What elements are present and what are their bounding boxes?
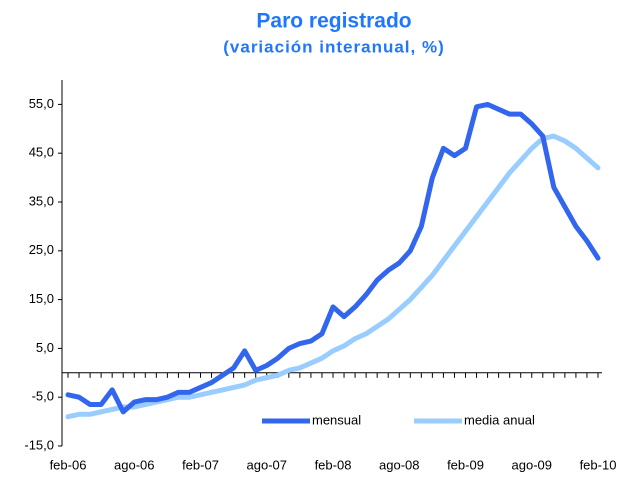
- y-tick-label: 15,0: [29, 291, 54, 306]
- y-tick-label: -5,0: [32, 389, 54, 404]
- x-tick-label: feb-09: [447, 457, 484, 472]
- legend-label: media anual: [464, 412, 535, 427]
- x-tick-label: feb-10: [580, 457, 617, 472]
- y-tick-label: -15,0: [24, 437, 54, 452]
- series-line: [65, 101, 601, 415]
- x-tick-label: feb-06: [50, 457, 87, 472]
- y-tick-label: 5,0: [36, 340, 54, 355]
- x-tick-label: feb-08: [315, 457, 352, 472]
- y-tick-label: 25,0: [29, 242, 54, 257]
- x-tick-label: ago-09: [512, 457, 552, 472]
- x-tick-label: feb-07: [182, 457, 219, 472]
- chart-title: Paro registrado: [256, 10, 411, 33]
- chart-subtitle: (variación interanual, %): [223, 37, 445, 56]
- x-tick-label: ago-06: [114, 457, 154, 472]
- y-tick-label: 55,0: [29, 96, 54, 111]
- x-tick-label: ago-08: [379, 457, 419, 472]
- x-tick-label: ago-07: [247, 457, 287, 472]
- y-tick-label: 45,0: [29, 145, 54, 160]
- y-tick-label: 35,0: [29, 193, 54, 208]
- legend-label: mensual: [312, 412, 361, 427]
